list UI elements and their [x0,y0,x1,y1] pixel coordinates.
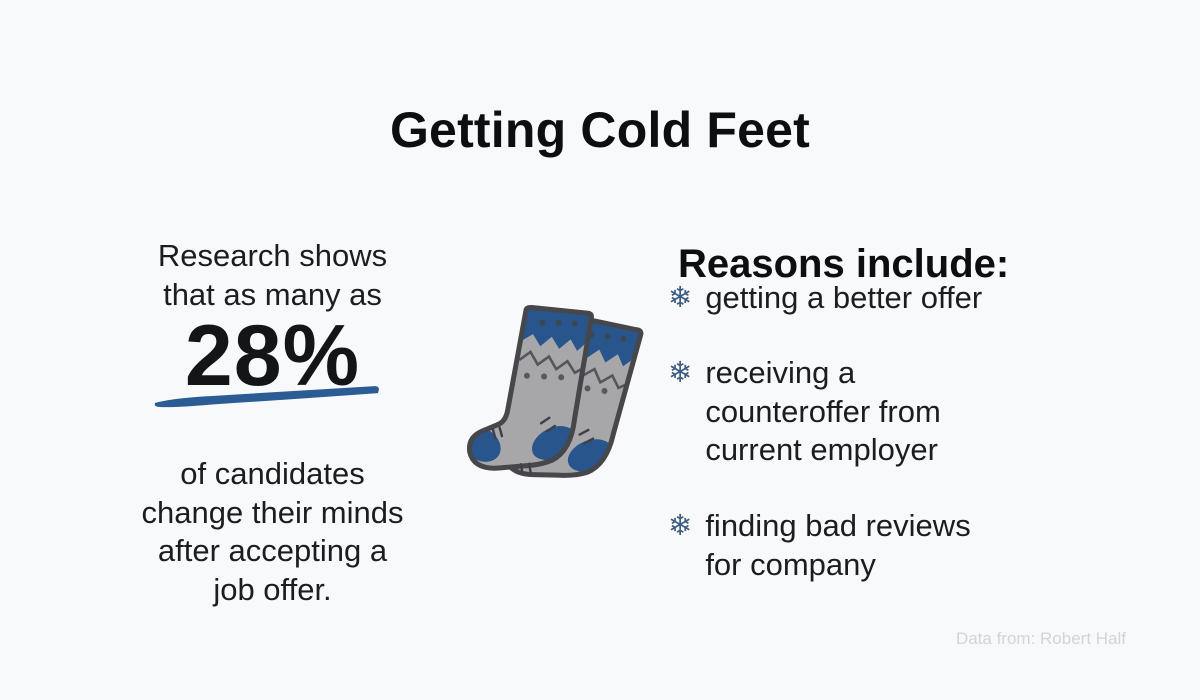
reason-list-item: ❄ getting a better offer [668,279,1088,318]
page-title: Getting Cold Feet [389,101,811,158]
stat-description-text: of candidates change their minds after a… [141,456,404,607]
reason-item-text: getting a better offer [705,280,983,315]
sock-cuff [521,308,592,351]
snowflake-icon: ❄ [668,357,693,389]
stat-intro-text: Research shows that as many as [157,238,388,312]
sock-zigzag-band [518,350,584,375]
reason-list-item: ❄ finding bad reviews for company [668,507,1088,584]
snowflake-icon: ❄ [668,282,693,314]
snowflake-icon: ❄ [668,510,693,542]
socks-illustration [466,304,644,478]
reasons-heading: Reasons include: [678,242,1010,287]
sock-stitches [529,428,595,446]
reason-item-text: finding bad reviews for company [705,508,971,582]
sock-stitches [491,416,557,474]
front-sock [466,304,594,474]
data-source-attribution: Data from: Robert Half [955,629,1126,648]
reason-item-text: receiving a counteroffer from current em… [705,355,941,467]
brush-underline [154,386,379,408]
reason-list-item: ❄ receiving a counteroffer from current … [668,354,1088,470]
stat-value: 28% [184,308,361,404]
brush-stroke-shape [154,386,379,408]
sock-outline [466,304,594,471]
